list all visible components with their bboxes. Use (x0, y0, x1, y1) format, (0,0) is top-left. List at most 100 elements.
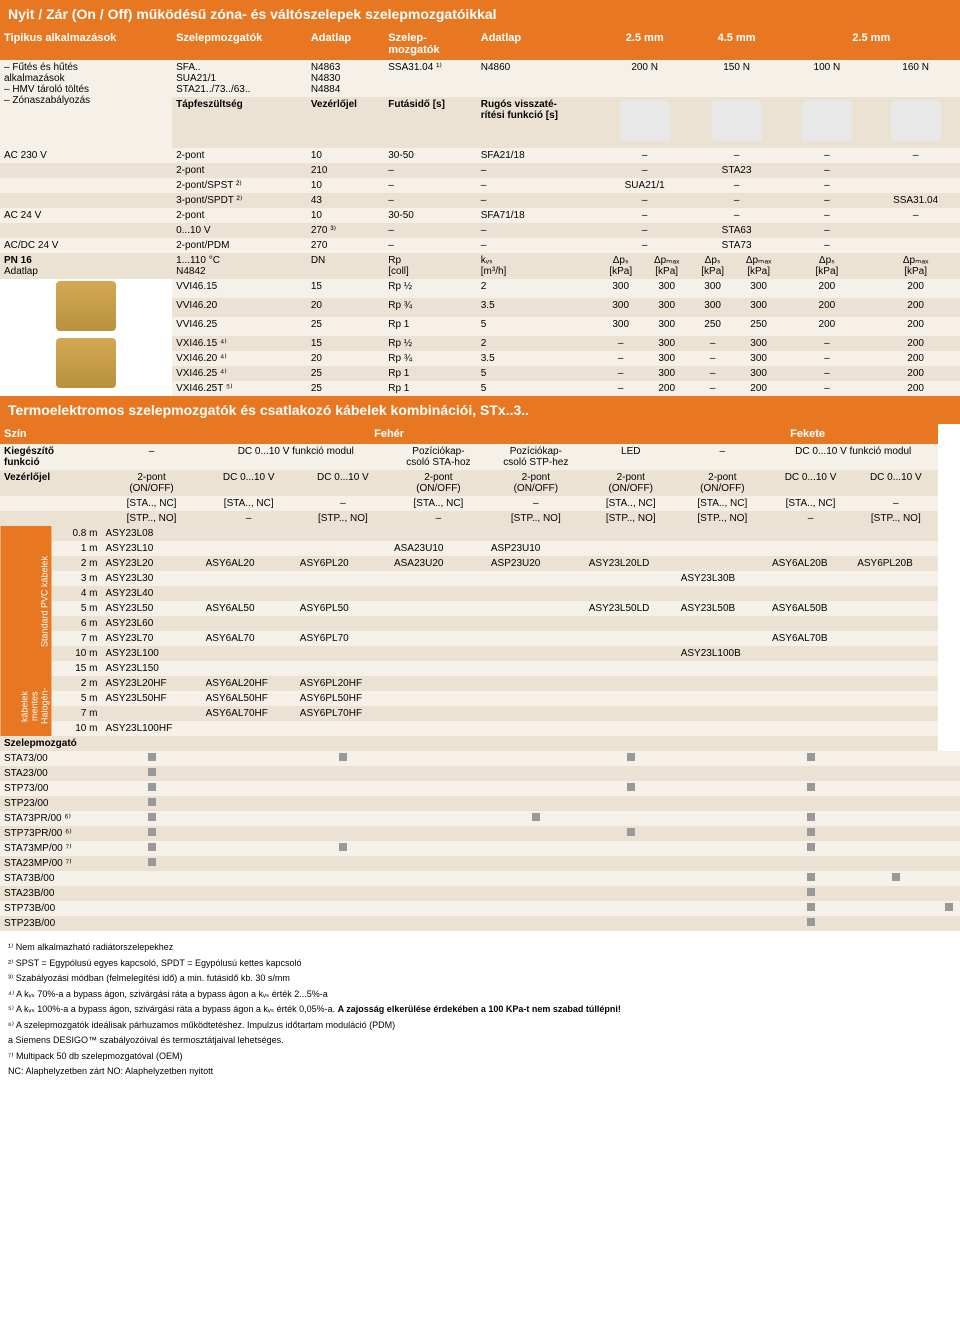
cell: N4860 (477, 60, 599, 97)
cell: – (677, 444, 768, 470)
check-icon (627, 783, 635, 791)
t1-h-c0: Tipikus alkalmazások (0, 28, 172, 60)
cell: DC 0...10 V (296, 470, 390, 496)
cell: – (101, 444, 201, 470)
check-icon (148, 828, 156, 836)
cell: 100 N (783, 60, 872, 97)
cell: [STP.., NO] (101, 511, 201, 526)
table-row: VVI46.1515Rp ½2300300300300200200 (0, 279, 960, 298)
table-row: 2-pont210–––STA23– (0, 163, 960, 178)
check-icon (807, 843, 815, 851)
check-icon (807, 903, 815, 911)
cell: [STA.., NC] (390, 496, 487, 511)
check-icon (339, 753, 347, 761)
t1-h-c6: 4.5 mm (691, 28, 783, 60)
footnotes: ¹⁾ Nem alkalmazható radiátorszelepekhez²… (0, 931, 960, 1089)
actuator-img (599, 97, 691, 148)
table-row: 3 mASY23L30ASY23L30B (0, 571, 960, 586)
table-2: Szín Fehér Fekete Kiegészítő funkció – D… (0, 424, 960, 931)
table-row: STA73PR/00 ⁶⁾ (0, 811, 960, 826)
cell: Tápfeszültség (172, 97, 307, 148)
cell: DC 0...10 V funkció modul (768, 444, 939, 470)
cell: Vezérlőjel (307, 97, 384, 148)
cell: DC 0...10 V (853, 470, 938, 496)
cell: [STP.., NO] (585, 511, 677, 526)
table-row: 5 mASY23L50HFASY6AL50HFASY6PL50HF (0, 691, 960, 706)
actuator-img (691, 97, 783, 148)
cell: – (390, 511, 487, 526)
check-icon (148, 798, 156, 806)
txt: 1...110 °C (176, 255, 303, 266)
cell: kᵥₛ [m³/h] (477, 253, 599, 279)
table-row: STA73/00 (0, 751, 960, 766)
check-icon (148, 813, 156, 821)
app-line: – Fűtés és hűtés (4, 62, 168, 73)
app-line: alkalmazások (4, 73, 168, 84)
footnote-line: ⁶⁾ A szelepmozgatók ideálisak párhuzamos… (8, 1019, 952, 1033)
table-row: 6 mASY23L60 (0, 616, 960, 631)
table-row: STA73B/00 (0, 871, 960, 886)
table-row: VXI46.15 ⁴⁾15Rp ½2–300–300–200 (0, 336, 960, 351)
table-row: STP73/00 (0, 781, 960, 796)
section-title-2: Termoelektromos szelepmozgatók és csatla… (0, 396, 960, 424)
cell: N4863 N4830 N4884 (307, 60, 384, 97)
cell: – (202, 511, 296, 526)
side-label: Standard PVC kábelek (0, 526, 51, 676)
cell: [STP.., NO] (677, 511, 768, 526)
table-row: 0...10 V270 ³⁾–––STA63– (0, 223, 960, 238)
check-icon (532, 813, 540, 821)
actuator-img (871, 97, 960, 148)
cell (0, 496, 101, 511)
table-row: STP73B/00 (0, 901, 960, 916)
cell: 200 N (599, 60, 691, 97)
cell: DN (307, 253, 384, 279)
cell: [STA.., NC] (202, 496, 296, 511)
check-icon (148, 753, 156, 761)
t2-h1-c1: Fehér (101, 424, 676, 444)
cell: Δpₘₐₓ [kPa] (871, 253, 960, 279)
check-icon (339, 843, 347, 851)
valve-icon (56, 338, 116, 388)
cell: – (296, 496, 390, 511)
footnote-line: ⁴⁾ A kᵥₛ 70%-a a bypass ágon, szivárgási… (8, 988, 952, 1002)
footnote-line: ⁷⁾ Multipack 50 db szelepmozgatóval (OEM… (8, 1050, 952, 1064)
cell: 2-pont (ON/OFF) (101, 470, 201, 496)
cell: Rugós visszaté- rítési funkció [s] (477, 97, 599, 148)
check-icon (627, 753, 635, 761)
txt: PN 16 (4, 255, 168, 266)
table-row: 5 mASY23L50ASY6AL50ASY6PL50ASY23L50LDASY… (0, 601, 960, 616)
t1-h-c1: Szelepmozgatók (172, 28, 307, 60)
check-icon (627, 828, 635, 836)
apps-cell: – Fűtés és hűtés alkalmazások – HMV táro… (0, 60, 172, 148)
cell: [STP.., NO] (853, 511, 938, 526)
t1-h-c3: Szelep- mozgatók (384, 28, 477, 60)
table-row: 2 mASY23L20ASY6AL20ASY6PL20ASA23U20ASP23… (0, 556, 960, 571)
side-label: Halogén- mentes kábelek (0, 676, 51, 736)
cell: SFA.. SUA21/1 STA21../73../63.. (172, 60, 307, 97)
t1-h-c7: 2.5 mm (783, 28, 960, 60)
txt: N4884 (311, 84, 380, 95)
table-row: AC 24 V2-pont1030-50SFA71/18–––– (0, 208, 960, 223)
cell: [STP.., NO] (296, 511, 390, 526)
table-1: Tipikus alkalmazások Szelepmozgatók Adat… (0, 28, 960, 396)
table-row: 10 mASY23L100ASY23L100B (0, 646, 960, 661)
table-row: 1 mASY23L10ASA23U10ASP23U10 (0, 541, 960, 556)
cell: [STA.., NC] (585, 496, 677, 511)
table-row: 7 mASY6AL70HFASY6PL70HF (0, 706, 960, 721)
table-row: 3-pont/SPDT ²⁾43–––––SSA31.04 (0, 193, 960, 208)
check-icon (807, 888, 815, 896)
table-row: STP23B/00 (0, 916, 960, 931)
cell: 2-pont (ON/OFF) (390, 470, 487, 496)
cell: 1...110 °C N4842 (172, 253, 307, 279)
t1-h-c2: Adatlap (307, 28, 384, 60)
cell: – (853, 496, 938, 511)
table-row: STA23/00 (0, 766, 960, 781)
t2-h1-c2: Fekete (677, 424, 939, 444)
cell: 2-pont (ON/OFF) (677, 470, 768, 496)
valve-icon (56, 281, 116, 331)
table-row: 10 mASY23L100HF (0, 721, 960, 736)
check-icon (148, 858, 156, 866)
cell: Vezérlőjel (0, 470, 101, 496)
cell (0, 511, 101, 526)
footnote-line: ²⁾ SPST = Egypólusú egyes kapcsoló, SPDT… (8, 957, 952, 971)
